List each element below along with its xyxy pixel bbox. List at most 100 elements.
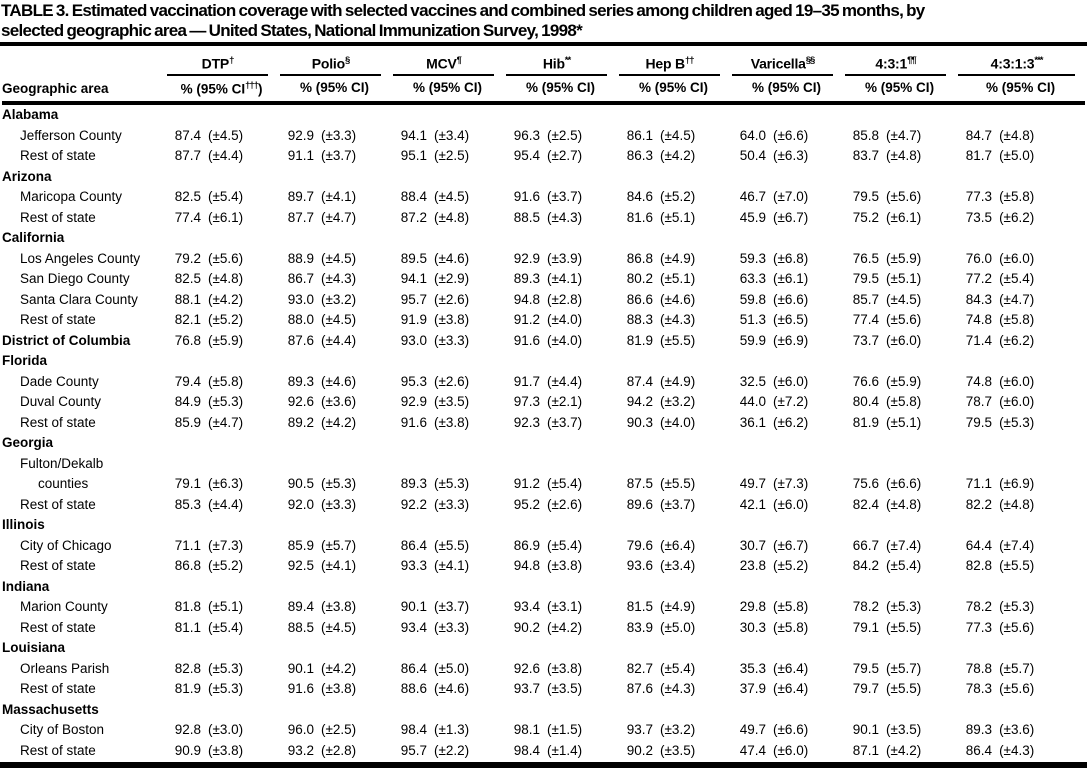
coverage-pct-cell: 51.3: [739, 312, 767, 328]
coverage-pct-cell: 79.7: [852, 681, 880, 697]
confidence-interval-cell: (±3.6): [321, 394, 357, 410]
confidence-interval-cell: (±2.9): [434, 271, 470, 287]
coverage-pct-cell: 82.1: [174, 312, 201, 328]
coverage-pct-cell: 89.3: [513, 271, 541, 287]
confidence-interval-cell: (±6.7): [773, 537, 809, 553]
table-title-line-1: TABLE 3. Estimated vaccination coverage …: [1, 1, 925, 20]
confidence-interval-cell: (±3.8): [321, 681, 357, 697]
confidence-interval-cell: (±4.5): [321, 312, 357, 328]
confidence-interval-cell: (±2.6): [434, 291, 470, 307]
coverage-pct-cell: 88.9: [287, 250, 315, 266]
coverage-pct-cell: 81.9: [626, 332, 654, 348]
column-subheader-8: % (95% CI): [956, 75, 1086, 106]
row-label: Illinois: [2, 517, 45, 533]
table-row: Santa Clara County 88.1 (±4.2) 93.0 (±3.2) 95…: [2, 290, 1085, 311]
confidence-interval-cell: (±3.5): [434, 394, 470, 410]
table-row: Rest of state 81.1 (±5.4) 88.5 (±4.5) 93.4 (±3…: [2, 618, 1085, 639]
confidence-interval-cell: (±5.0): [660, 619, 696, 635]
confidence-interval-cell: (±3.7): [547, 414, 583, 430]
confidence-interval-cell: (±5.1): [660, 209, 696, 225]
confidence-interval-cell: (±6.5): [773, 312, 809, 328]
confidence-interval-cell: (±6.0): [773, 496, 809, 512]
confidence-interval-cell: (±3.0): [208, 722, 244, 738]
coverage-pct-cell: 42.1: [739, 496, 767, 512]
confidence-interval-cell: (±5.9): [208, 332, 244, 348]
confidence-interval-cell: (±4.8): [999, 127, 1035, 143]
confidence-interval-cell: (±3.2): [321, 291, 357, 307]
coverage-pct-cell: 81.9: [174, 681, 201, 697]
confidence-interval-cell: (±3.1): [547, 599, 583, 615]
coverage-pct-cell: 86.4: [400, 660, 428, 676]
confidence-interval-cell: (±3.2): [660, 722, 696, 738]
confidence-interval-cell: (±2.6): [547, 496, 583, 512]
coverage-pct-cell: 73.7: [852, 332, 880, 348]
confidence-interval-cell: (±4.8): [886, 496, 922, 512]
table-row: Rest of state 81.9 (±5.3) 91.6 (±3.8) 88.6 (±4…: [2, 679, 1085, 700]
table-row: City of Boston 92.8 (±3.0) 96.0 (±2.5) 98.4 (±…: [2, 720, 1085, 741]
row-label: Jefferson County: [20, 127, 122, 143]
confidence-interval-cell: (±1.5): [547, 722, 583, 738]
confidence-interval-cell: (±5.1): [660, 271, 696, 287]
coverage-pct-cell: 94.8: [513, 558, 541, 574]
confidence-interval-cell: (±4.3): [660, 312, 696, 328]
confidence-interval-cell: (±4.6): [321, 373, 357, 389]
coverage-pct-cell: 89.4: [287, 599, 315, 615]
column-group-4: Hib**: [504, 46, 617, 76]
confidence-interval-cell: (±4.1): [321, 189, 357, 205]
title-rule: [0, 42, 1087, 46]
table-row: City of Chicago 71.1 (±7.3) 85.9 (±5.7) 86.4 (…: [2, 536, 1085, 557]
coverage-pct-cell: 93.3: [400, 558, 428, 574]
confidence-interval-cell: (±4.7): [208, 414, 244, 430]
coverage-pct-cell: 84.7: [965, 127, 993, 143]
confidence-interval-cell: (±3.7): [660, 496, 696, 512]
confidence-interval-cell: (±2.5): [434, 148, 470, 164]
column-subheader-6: % (95% CI): [730, 75, 844, 106]
confidence-interval-cell: (±1.3): [434, 722, 470, 738]
coverage-pct-cell: 90.1: [852, 722, 880, 738]
confidence-interval-cell: (±4.0): [547, 312, 583, 328]
row-label: Santa Clara County: [20, 291, 138, 307]
table-title: TABLE 3. Estimated vaccination coverage …: [0, 0, 1087, 40]
confidence-interval-cell: (±4.9): [660, 250, 696, 266]
confidence-interval-cell: (±4.4): [208, 148, 244, 164]
coverage-pct-cell: 49.7: [739, 476, 767, 492]
confidence-interval-cell: (±5.4): [208, 619, 244, 635]
confidence-interval-cell: (±7.4): [999, 537, 1035, 553]
coverage-pct-cell: 50.4: [739, 148, 767, 164]
confidence-interval-cell: (±6.0): [999, 373, 1035, 389]
coverage-pct-cell: 63.3: [739, 271, 767, 287]
column-subheader-row: Geographic area % (95% CI†††)% (95% CI)%…: [2, 75, 1086, 106]
row-label: Rest of state: [20, 742, 96, 758]
confidence-interval-cell: (±6.9): [773, 332, 809, 348]
coverage-pct-cell: 92.0: [287, 496, 315, 512]
coverage-pct-cell: 85.7: [852, 291, 880, 307]
confidence-interval-cell: (±2.8): [547, 291, 583, 307]
confidence-interval-cell: (±2.7): [547, 148, 583, 164]
confidence-interval-cell: (±5.4): [886, 558, 922, 574]
confidence-interval-cell: (±5.2): [208, 312, 244, 328]
coverage-pct-cell: 80.4: [852, 394, 880, 410]
coverage-pct-cell: 90.1: [400, 599, 428, 615]
coverage-pct-cell: 47.4: [739, 742, 767, 758]
confidence-interval-cell: (±6.2): [999, 332, 1035, 348]
confidence-interval-cell: (±5.3): [208, 394, 244, 410]
confidence-interval-cell: (±2.5): [321, 722, 357, 738]
table-row: Rest of state 85.9 (±4.7) 89.2 (±4.2) 91.6 (±3…: [2, 413, 1085, 434]
table-row: Rest of state 90.9 (±3.8) 93.2 (±2.8) 95.7 (±2…: [2, 741, 1085, 762]
coverage-pct-cell: 95.3: [400, 373, 428, 389]
confidence-interval-cell: (±3.3): [434, 619, 470, 635]
table-row: Florida: [2, 351, 1085, 372]
coverage-pct-cell: 90.2: [626, 742, 654, 758]
coverage-pct-cell: 96.0: [287, 722, 315, 738]
confidence-interval-cell: (±3.8): [208, 742, 244, 758]
coverage-pct-cell: 85.3: [174, 496, 201, 512]
row-label: Dade County: [20, 373, 99, 389]
confidence-interval-cell: (±3.2): [660, 394, 696, 410]
confidence-interval-cell: (±2.5): [547, 127, 583, 143]
vaccination-coverage-table: DTP† Polio§ MCV¶ Hib** Hep B†† Varicella§§ 4:3…: [2, 46, 1086, 762]
confidence-interval-cell: (±4.4): [547, 373, 583, 389]
row-label: San Diego County: [20, 271, 130, 287]
confidence-interval-cell: (±4.8): [434, 209, 470, 225]
confidence-interval-cell: (±5.3): [208, 660, 244, 676]
